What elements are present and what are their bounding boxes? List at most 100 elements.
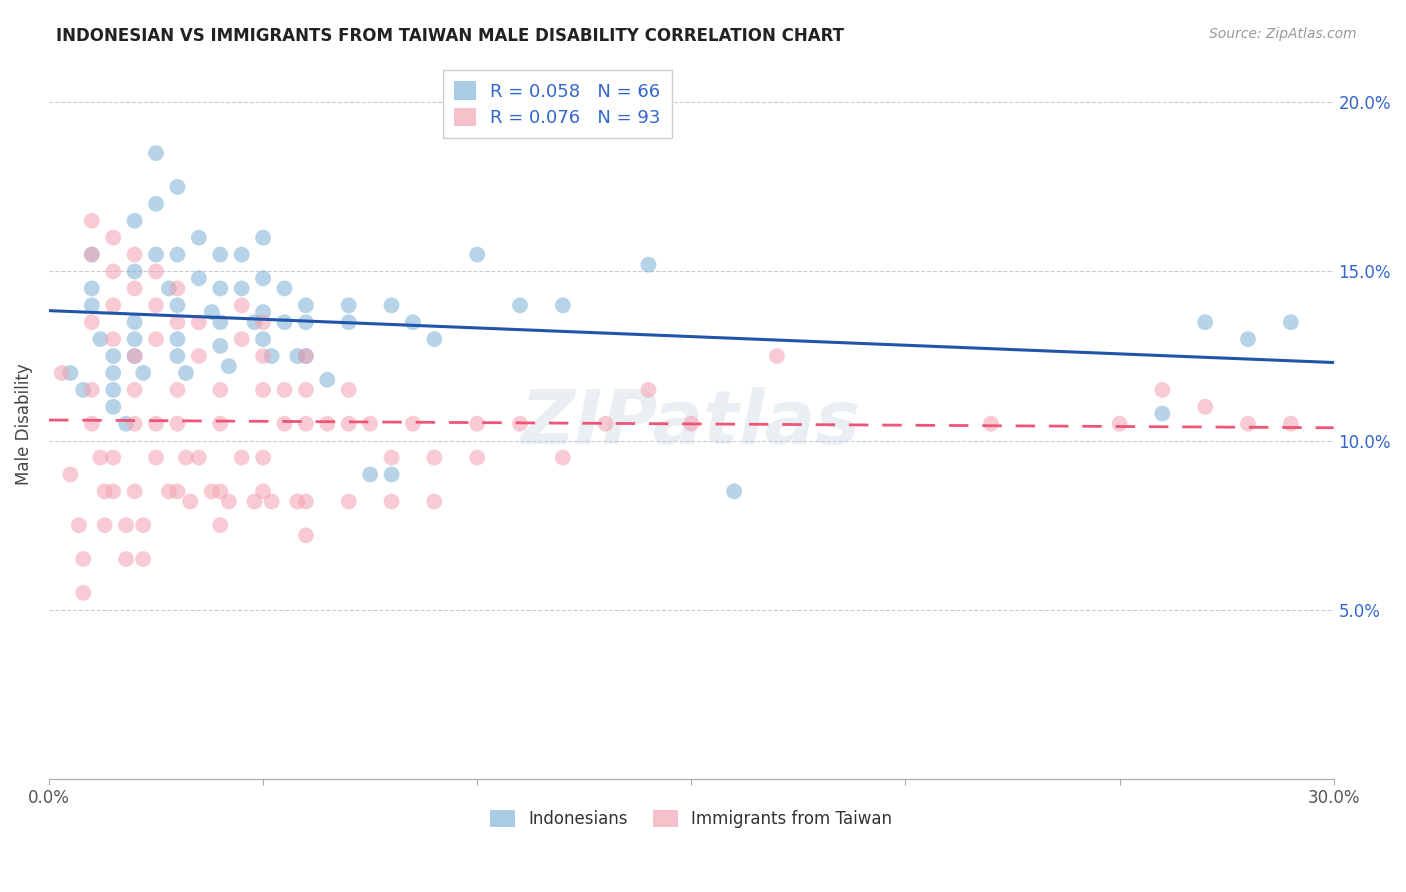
- Point: [252, 315, 274, 329]
- Point: [80, 247, 103, 261]
- Point: [103, 298, 125, 312]
- Point: [124, 332, 146, 346]
- Point: [124, 213, 146, 227]
- Point: [72, 552, 94, 566]
- Point: [723, 484, 745, 499]
- Point: [166, 417, 188, 431]
- Point: [59, 366, 82, 380]
- Point: [252, 271, 274, 285]
- Point: [80, 383, 103, 397]
- Point: [145, 417, 167, 431]
- Point: [166, 247, 188, 261]
- Point: [295, 315, 318, 329]
- Point: [187, 349, 209, 363]
- Point: [252, 305, 274, 319]
- Point: [295, 494, 318, 508]
- Point: [103, 484, 125, 499]
- Point: [380, 298, 402, 312]
- Point: [80, 213, 103, 227]
- Point: [1279, 315, 1302, 329]
- Point: [209, 518, 232, 533]
- Point: [209, 383, 232, 397]
- Point: [115, 417, 138, 431]
- Point: [103, 230, 125, 244]
- Point: [103, 400, 125, 414]
- Point: [103, 264, 125, 278]
- Point: [59, 467, 82, 482]
- Point: [402, 315, 425, 329]
- Point: [187, 450, 209, 465]
- Point: [252, 484, 274, 499]
- Point: [637, 258, 659, 272]
- Point: [157, 281, 180, 295]
- Point: [295, 528, 318, 542]
- Point: [209, 417, 232, 431]
- Point: [93, 518, 115, 533]
- Point: [166, 180, 188, 194]
- Point: [124, 315, 146, 329]
- Point: [80, 281, 103, 295]
- Point: [295, 349, 318, 363]
- Point: [67, 518, 90, 533]
- Point: [285, 349, 308, 363]
- Point: [124, 349, 146, 363]
- Point: [423, 332, 446, 346]
- Point: [231, 332, 253, 346]
- Point: [166, 315, 188, 329]
- Point: [285, 494, 308, 508]
- Point: [124, 247, 146, 261]
- Point: [260, 349, 283, 363]
- Point: [124, 417, 146, 431]
- Point: [231, 247, 253, 261]
- Point: [80, 315, 103, 329]
- Point: [402, 417, 425, 431]
- Point: [295, 349, 318, 363]
- Point: [1194, 400, 1216, 414]
- Point: [124, 484, 146, 499]
- Point: [1152, 383, 1174, 397]
- Point: [252, 230, 274, 244]
- Point: [231, 450, 253, 465]
- Point: [115, 552, 138, 566]
- Point: [260, 494, 283, 508]
- Point: [103, 366, 125, 380]
- Point: [231, 281, 253, 295]
- Point: [359, 467, 381, 482]
- Point: [166, 484, 188, 499]
- Point: [1152, 407, 1174, 421]
- Point: [243, 315, 266, 329]
- Point: [157, 484, 180, 499]
- Point: [595, 417, 617, 431]
- Point: [209, 281, 232, 295]
- Point: [1279, 417, 1302, 431]
- Point: [637, 383, 659, 397]
- Point: [1108, 417, 1130, 431]
- Point: [201, 305, 224, 319]
- Point: [103, 349, 125, 363]
- Point: [187, 271, 209, 285]
- Point: [166, 332, 188, 346]
- Point: [80, 247, 103, 261]
- Point: [337, 383, 360, 397]
- Point: [209, 315, 232, 329]
- Point: [295, 383, 318, 397]
- Point: [1194, 315, 1216, 329]
- Point: [132, 366, 155, 380]
- Point: [380, 467, 402, 482]
- Text: ZIPatlas: ZIPatlas: [522, 387, 862, 460]
- Point: [509, 417, 531, 431]
- Legend: Indonesians, Immigrants from Taiwan: Indonesians, Immigrants from Taiwan: [484, 803, 898, 835]
- Point: [209, 247, 232, 261]
- Point: [103, 383, 125, 397]
- Point: [273, 383, 295, 397]
- Point: [316, 417, 339, 431]
- Point: [273, 281, 295, 295]
- Point: [231, 298, 253, 312]
- Point: [187, 315, 209, 329]
- Point: [273, 315, 295, 329]
- Point: [316, 373, 339, 387]
- Point: [252, 450, 274, 465]
- Y-axis label: Male Disability: Male Disability: [15, 363, 32, 484]
- Point: [72, 383, 94, 397]
- Point: [465, 450, 488, 465]
